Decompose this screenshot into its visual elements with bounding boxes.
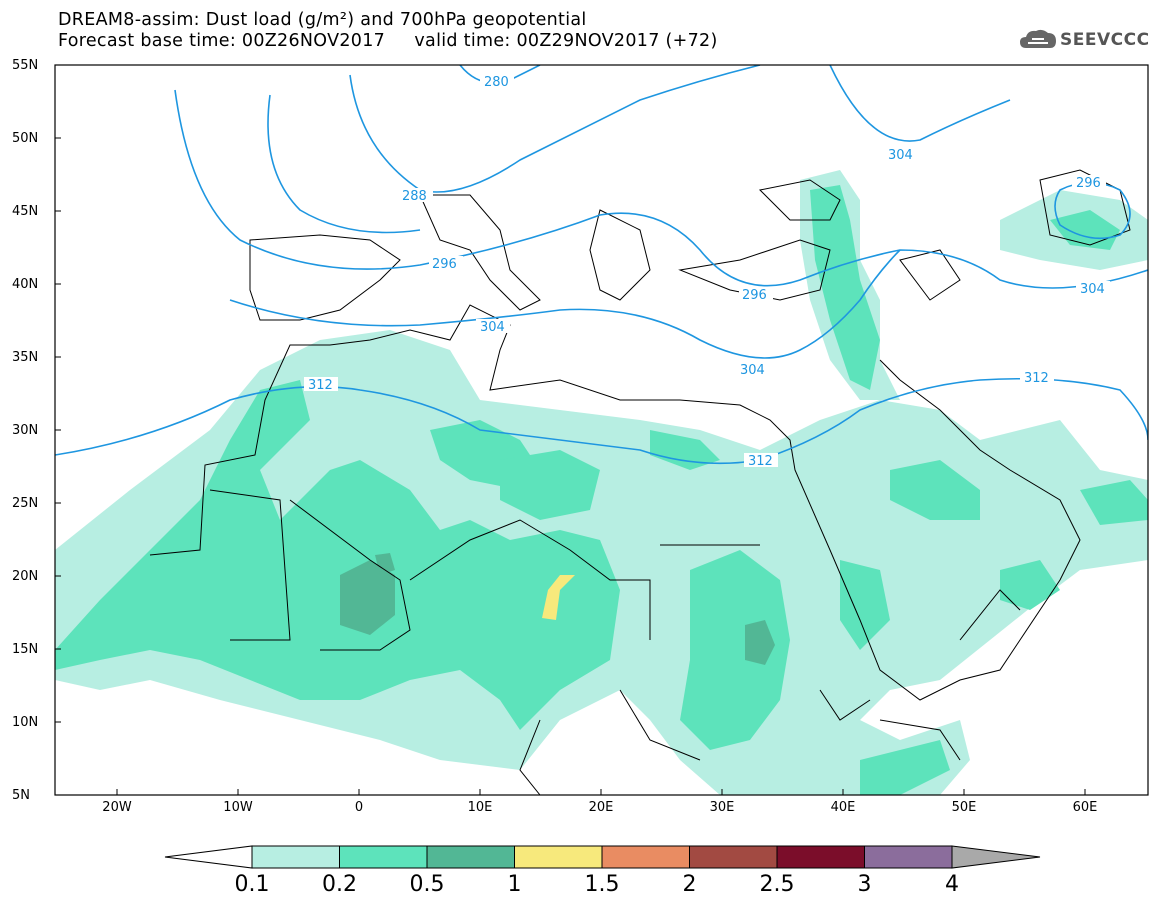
colorbar-segment	[251, 845, 340, 869]
colorbar-label: 0.2	[322, 872, 357, 897]
contour-label: 280	[484, 75, 509, 90]
colorbar-segment	[864, 845, 953, 869]
colorbar-label: 4	[945, 872, 959, 897]
lon-label: 50E	[951, 800, 977, 815]
contour-label: 304	[740, 363, 765, 378]
dust-load-field	[55, 170, 1148, 795]
lat-label: 55N	[12, 58, 39, 73]
contour-label: 296	[742, 288, 767, 303]
axis-ticks	[55, 137, 1086, 795]
lon-label: 0	[354, 800, 364, 815]
lat-label: 15N	[12, 642, 39, 657]
lat-label: 5N	[12, 788, 30, 803]
contour-label: 288	[402, 189, 427, 204]
lon-label: 40E	[830, 800, 856, 815]
colorbar-segment	[514, 845, 603, 869]
contour-label: 312	[748, 454, 773, 469]
colorbar-label: 3	[857, 872, 872, 897]
lat-label: 40N	[12, 277, 39, 292]
lon-label: 20E	[588, 800, 614, 815]
lon-label: 10W	[223, 800, 253, 815]
colorbar-label: 0.5	[409, 872, 445, 897]
lat-label: 30N	[12, 423, 39, 438]
colorbar-segment-over	[951, 845, 1041, 869]
colorbar-label: 1.5	[584, 872, 620, 897]
contour-label: 304	[888, 148, 913, 163]
colorbar-label: 2	[682, 872, 697, 897]
lon-label: 10E	[467, 800, 493, 815]
lat-label: 25N	[12, 496, 39, 511]
cloud-icon	[1020, 29, 1056, 48]
lat-label: 50N	[12, 131, 39, 146]
map-title: DREAM8-assim: Dust load (g/m²) and 700hP…	[58, 10, 587, 30]
colorbar	[164, 845, 1041, 869]
contour-label: 312	[1024, 371, 1049, 386]
lat-label: 10N	[12, 715, 39, 730]
colorbar-segment	[339, 845, 428, 869]
contour-label: 304	[1080, 282, 1105, 297]
contour-label: 296	[1076, 176, 1101, 191]
colorbar-segment-under	[164, 845, 253, 869]
geopotential-contours	[55, 65, 1148, 465]
colorbar-label: 1	[507, 872, 522, 897]
colorbar-label: 2.5	[759, 872, 795, 897]
logo-text: SEEVCCC	[1060, 30, 1150, 50]
colorbar-segment	[426, 845, 515, 869]
contour-labels: 280 288 296 296 296 304 304 304 304 312 …	[304, 74, 1110, 469]
map-subtitle: Forecast base time: 00Z26NOV2017 valid t…	[58, 31, 718, 51]
colorbar-label: 0.1	[234, 872, 270, 897]
lat-label: 20N	[12, 569, 39, 584]
lat-label: 35N	[12, 350, 39, 365]
lon-label: 60E	[1072, 800, 1098, 815]
coastlines	[149, 169, 1131, 795]
colorbar-segment	[776, 845, 865, 869]
lat-label: 45N	[12, 204, 39, 219]
colorbar-segment	[689, 845, 778, 869]
contour-label: 296	[432, 257, 457, 272]
lon-label: 30E	[709, 800, 735, 815]
colorbar-segment	[601, 845, 690, 869]
contour-label: 312	[308, 378, 333, 393]
contour-label: 304	[480, 320, 505, 335]
lon-label: 20W	[102, 800, 132, 815]
